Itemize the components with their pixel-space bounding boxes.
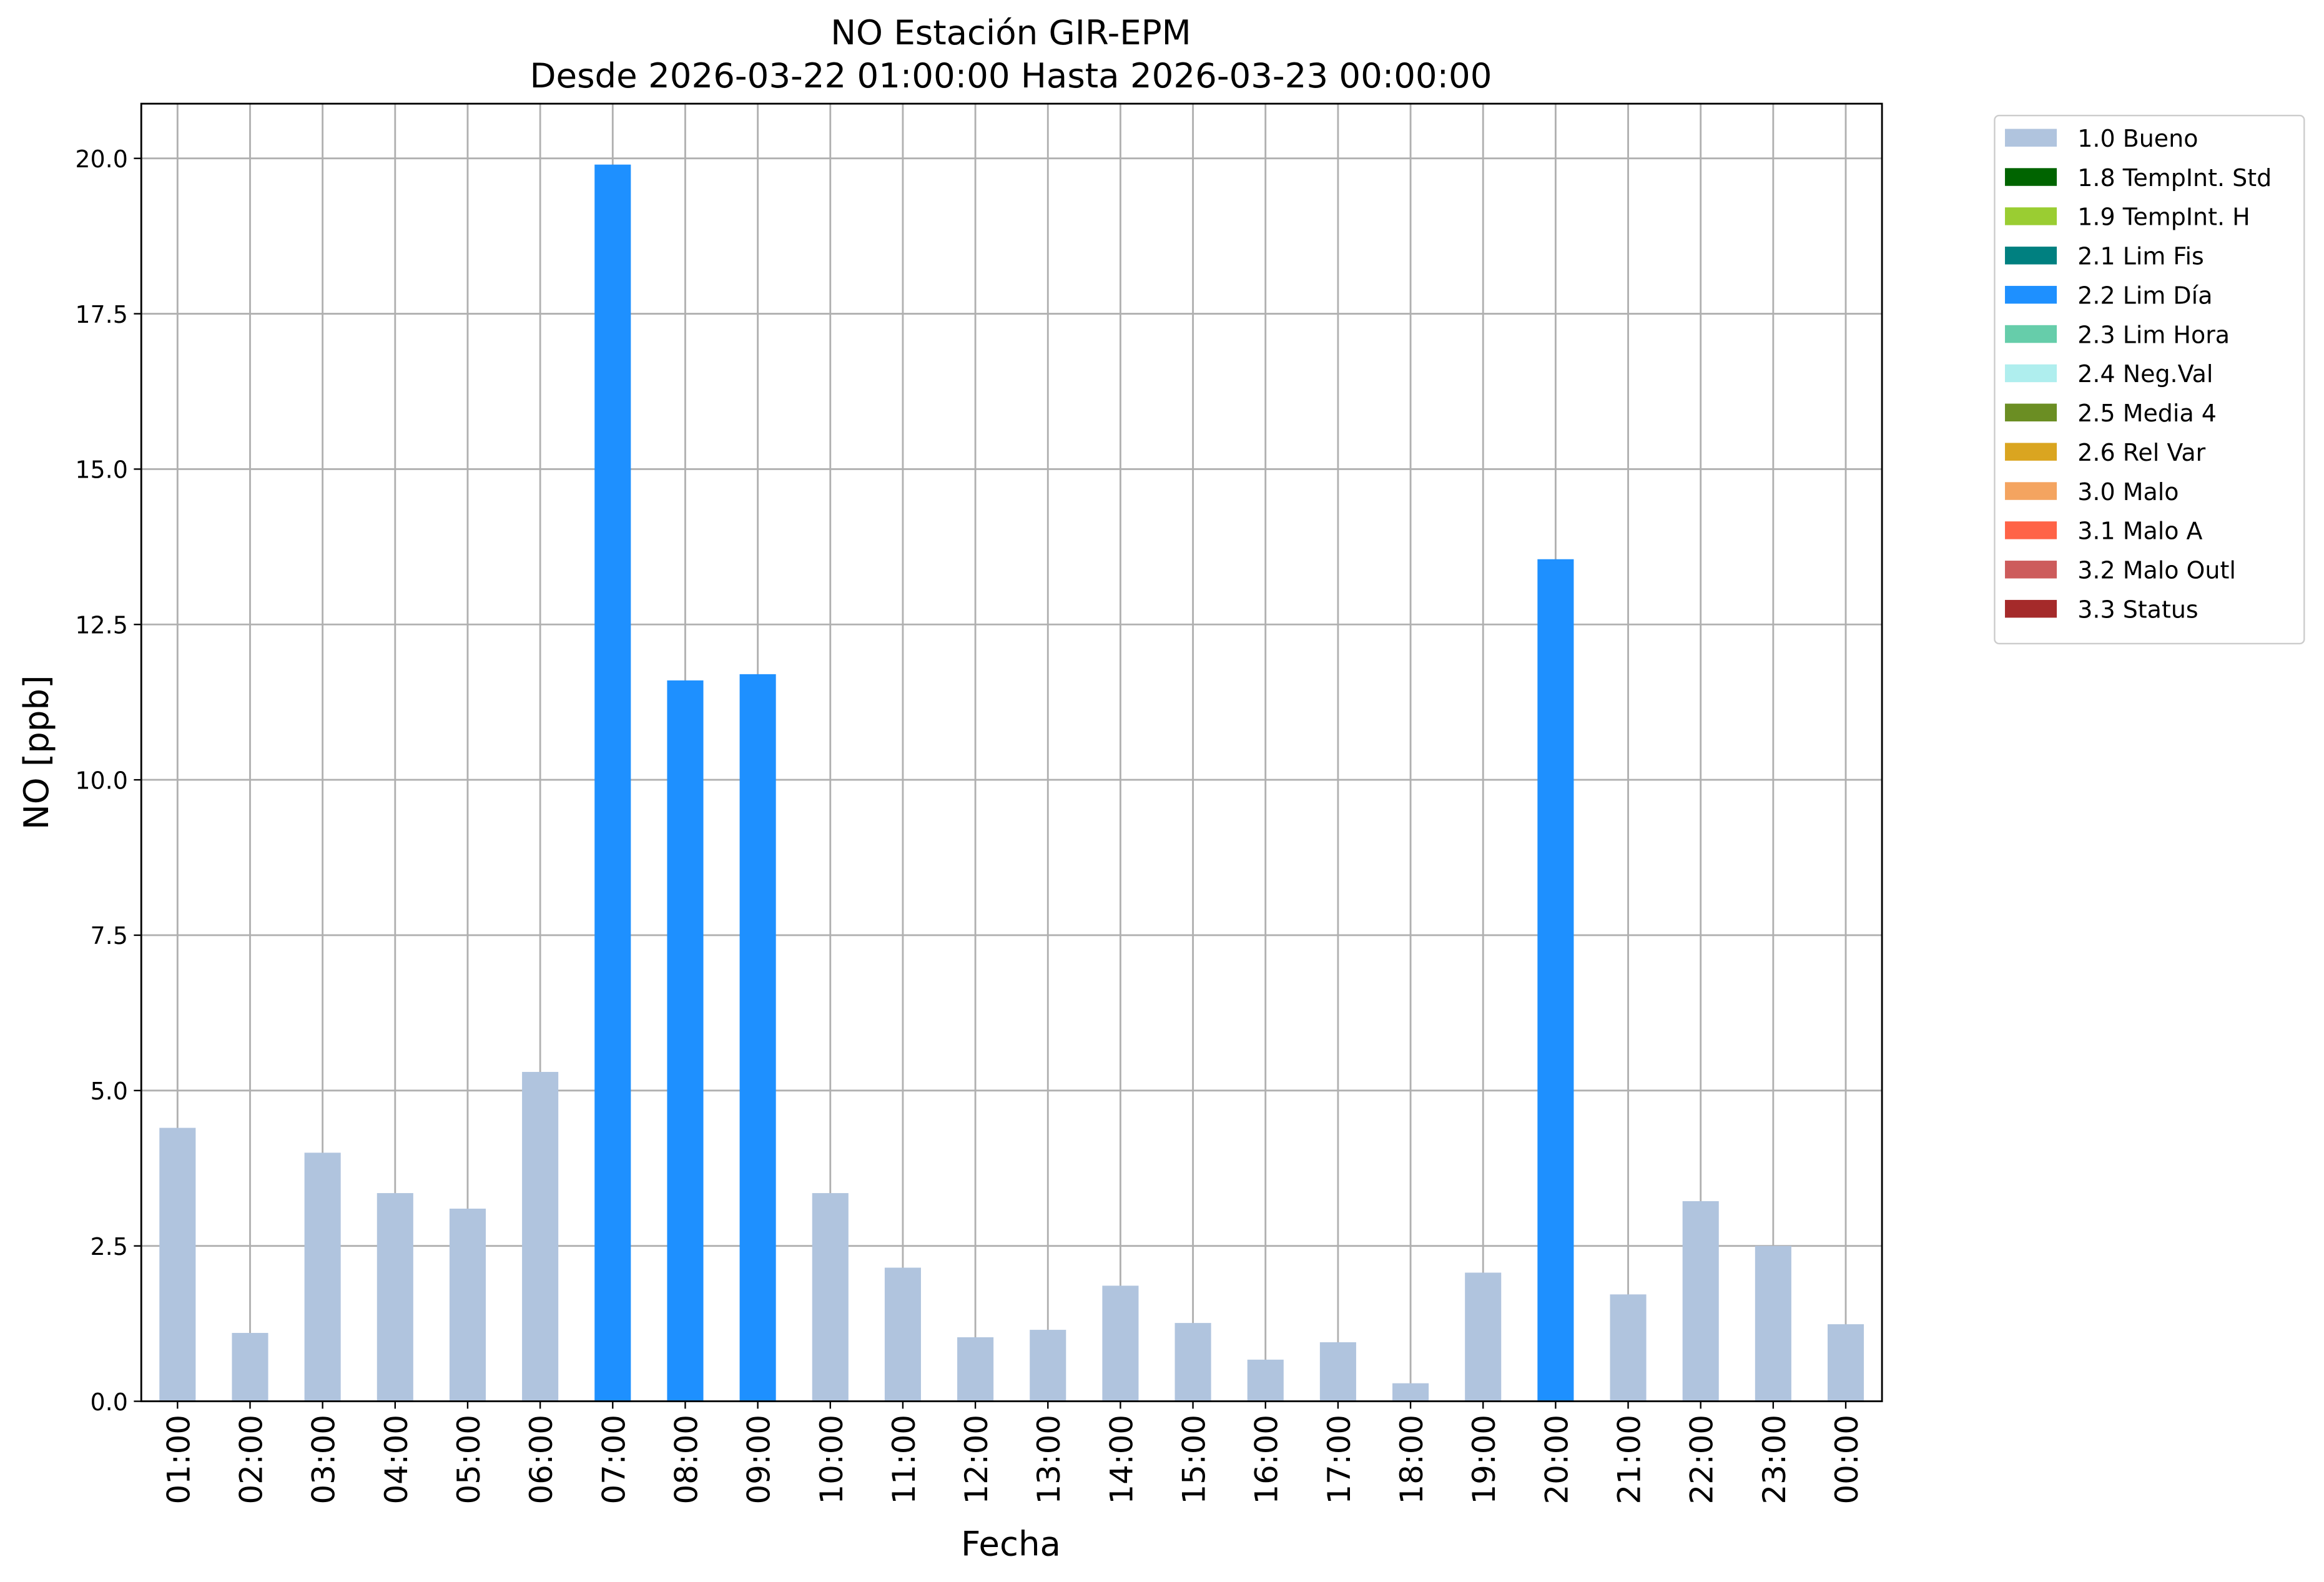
plot-frame [140,102,1883,1402]
x-tick-label: 01:00 [160,1415,197,1505]
x-tick-label: 05:00 [451,1415,487,1505]
y-axis-label: NO [ppb] [16,676,56,830]
bar [812,1193,849,1402]
bar [1174,1323,1211,1402]
legend-label: 2.6 Rel Var [2077,439,2205,466]
legend-label: 1.9 TempInt. H [2077,204,2250,231]
bar [667,680,704,1402]
x-tick-label: 22:00 [1684,1415,1720,1505]
x-tick-label: 00:00 [1829,1415,1865,1505]
bar [1610,1294,1647,1402]
bar [449,1208,486,1402]
bar [1030,1330,1066,1402]
legend-swatch [2005,168,2057,186]
legend-label: 2.5 Media 4 [2077,400,2217,427]
legend-swatch [2005,207,2057,225]
y-tick-label: 0.0 [91,1388,128,1416]
x-tick-label: 02:00 [233,1415,269,1505]
y-tick-label: 2.5 [91,1233,128,1260]
x-tick-label: 08:00 [668,1415,704,1505]
x-axis-label: Fecha [961,1523,1061,1563]
legend-label: 1.0 Bueno [2077,125,2198,152]
chart-subtitle: Desde 2026-03-22 01:00:00 Hasta 2026-03-… [530,56,1492,96]
bar [1102,1285,1139,1402]
x-tick-label: 10:00 [814,1415,850,1505]
legend-label: 3.2 Malo Outl [2077,557,2236,584]
legend-swatch [2005,482,2057,500]
bar [1682,1201,1719,1402]
legend-label: 3.3 Status [2077,596,2198,623]
legend-label: 1.8 TempInt. Std [2077,164,2272,192]
bar [1392,1383,1429,1402]
y-tick-label: 15.0 [75,456,128,484]
x-tick-label: 13:00 [1031,1415,1067,1505]
x-tick-label: 03:00 [306,1415,342,1505]
legend-label: 2.1 Lim Fis [2077,243,2204,270]
bar [739,674,776,1402]
legend-swatch [2005,247,2057,265]
bar [522,1071,559,1402]
bar [1537,559,1574,1402]
y-tick-label: 20.0 [75,145,128,173]
y-tick-label: 17.5 [75,301,128,328]
y-tick-label: 5.0 [91,1078,128,1105]
legend-swatch [2005,521,2057,539]
y-tick-label: 7.5 [91,922,128,950]
legend-swatch [2005,403,2057,422]
x-tick-label: 18:00 [1394,1415,1430,1505]
x-tick-label: 23:00 [1756,1415,1793,1505]
legend-swatch [2005,285,2057,304]
bar [1827,1324,1864,1402]
legend-swatch [2005,599,2057,618]
chart-title: NO Estación GIR-EPM [830,12,1191,52]
legend-label: 3.1 Malo A [2077,518,2202,545]
bar [884,1267,921,1402]
legend-swatch [2005,443,2057,461]
x-tick-label: 16:00 [1249,1415,1285,1505]
bar [594,164,631,1402]
bar [957,1337,994,1402]
y-tick-label: 12.5 [75,611,128,639]
x-tick-label: 09:00 [741,1415,777,1505]
x-tick-label: 17:00 [1321,1415,1357,1505]
bar [304,1152,341,1402]
x-tick-label: 19:00 [1466,1415,1502,1505]
legend-swatch [2005,325,2057,343]
x-tick-label: 12:00 [958,1415,995,1505]
x-tick-label: 15:00 [1176,1415,1213,1505]
legend-label: 2.2 Lim Día [2077,282,2212,309]
bar [1319,1342,1356,1402]
x-tick-label: 07:00 [596,1415,632,1505]
x-tick-label: 06:00 [523,1415,559,1505]
x-tick-label: 21:00 [1612,1415,1648,1505]
legend-label: 2.4 Neg.Val [2077,360,2213,388]
bar [159,1128,196,1402]
legend-label: 3.0 Malo [2077,478,2179,506]
legend-box [1994,114,2305,645]
x-tick-label: 14:00 [1103,1415,1140,1505]
legend-label: 2.3 Lim Hora [2077,321,2230,348]
legend-swatch [2005,129,2057,147]
bar [1247,1359,1284,1402]
bar [1465,1272,1502,1402]
x-tick-label: 11:00 [886,1415,922,1505]
x-tick-label: 04:00 [378,1415,415,1505]
bar [232,1333,268,1402]
legend-swatch [2005,364,2057,383]
legend-swatch [2005,561,2057,579]
y-tick-label: 10.0 [75,767,128,794]
x-tick-label: 20:00 [1539,1415,1575,1505]
bar [377,1193,413,1402]
bar [1755,1245,1791,1402]
